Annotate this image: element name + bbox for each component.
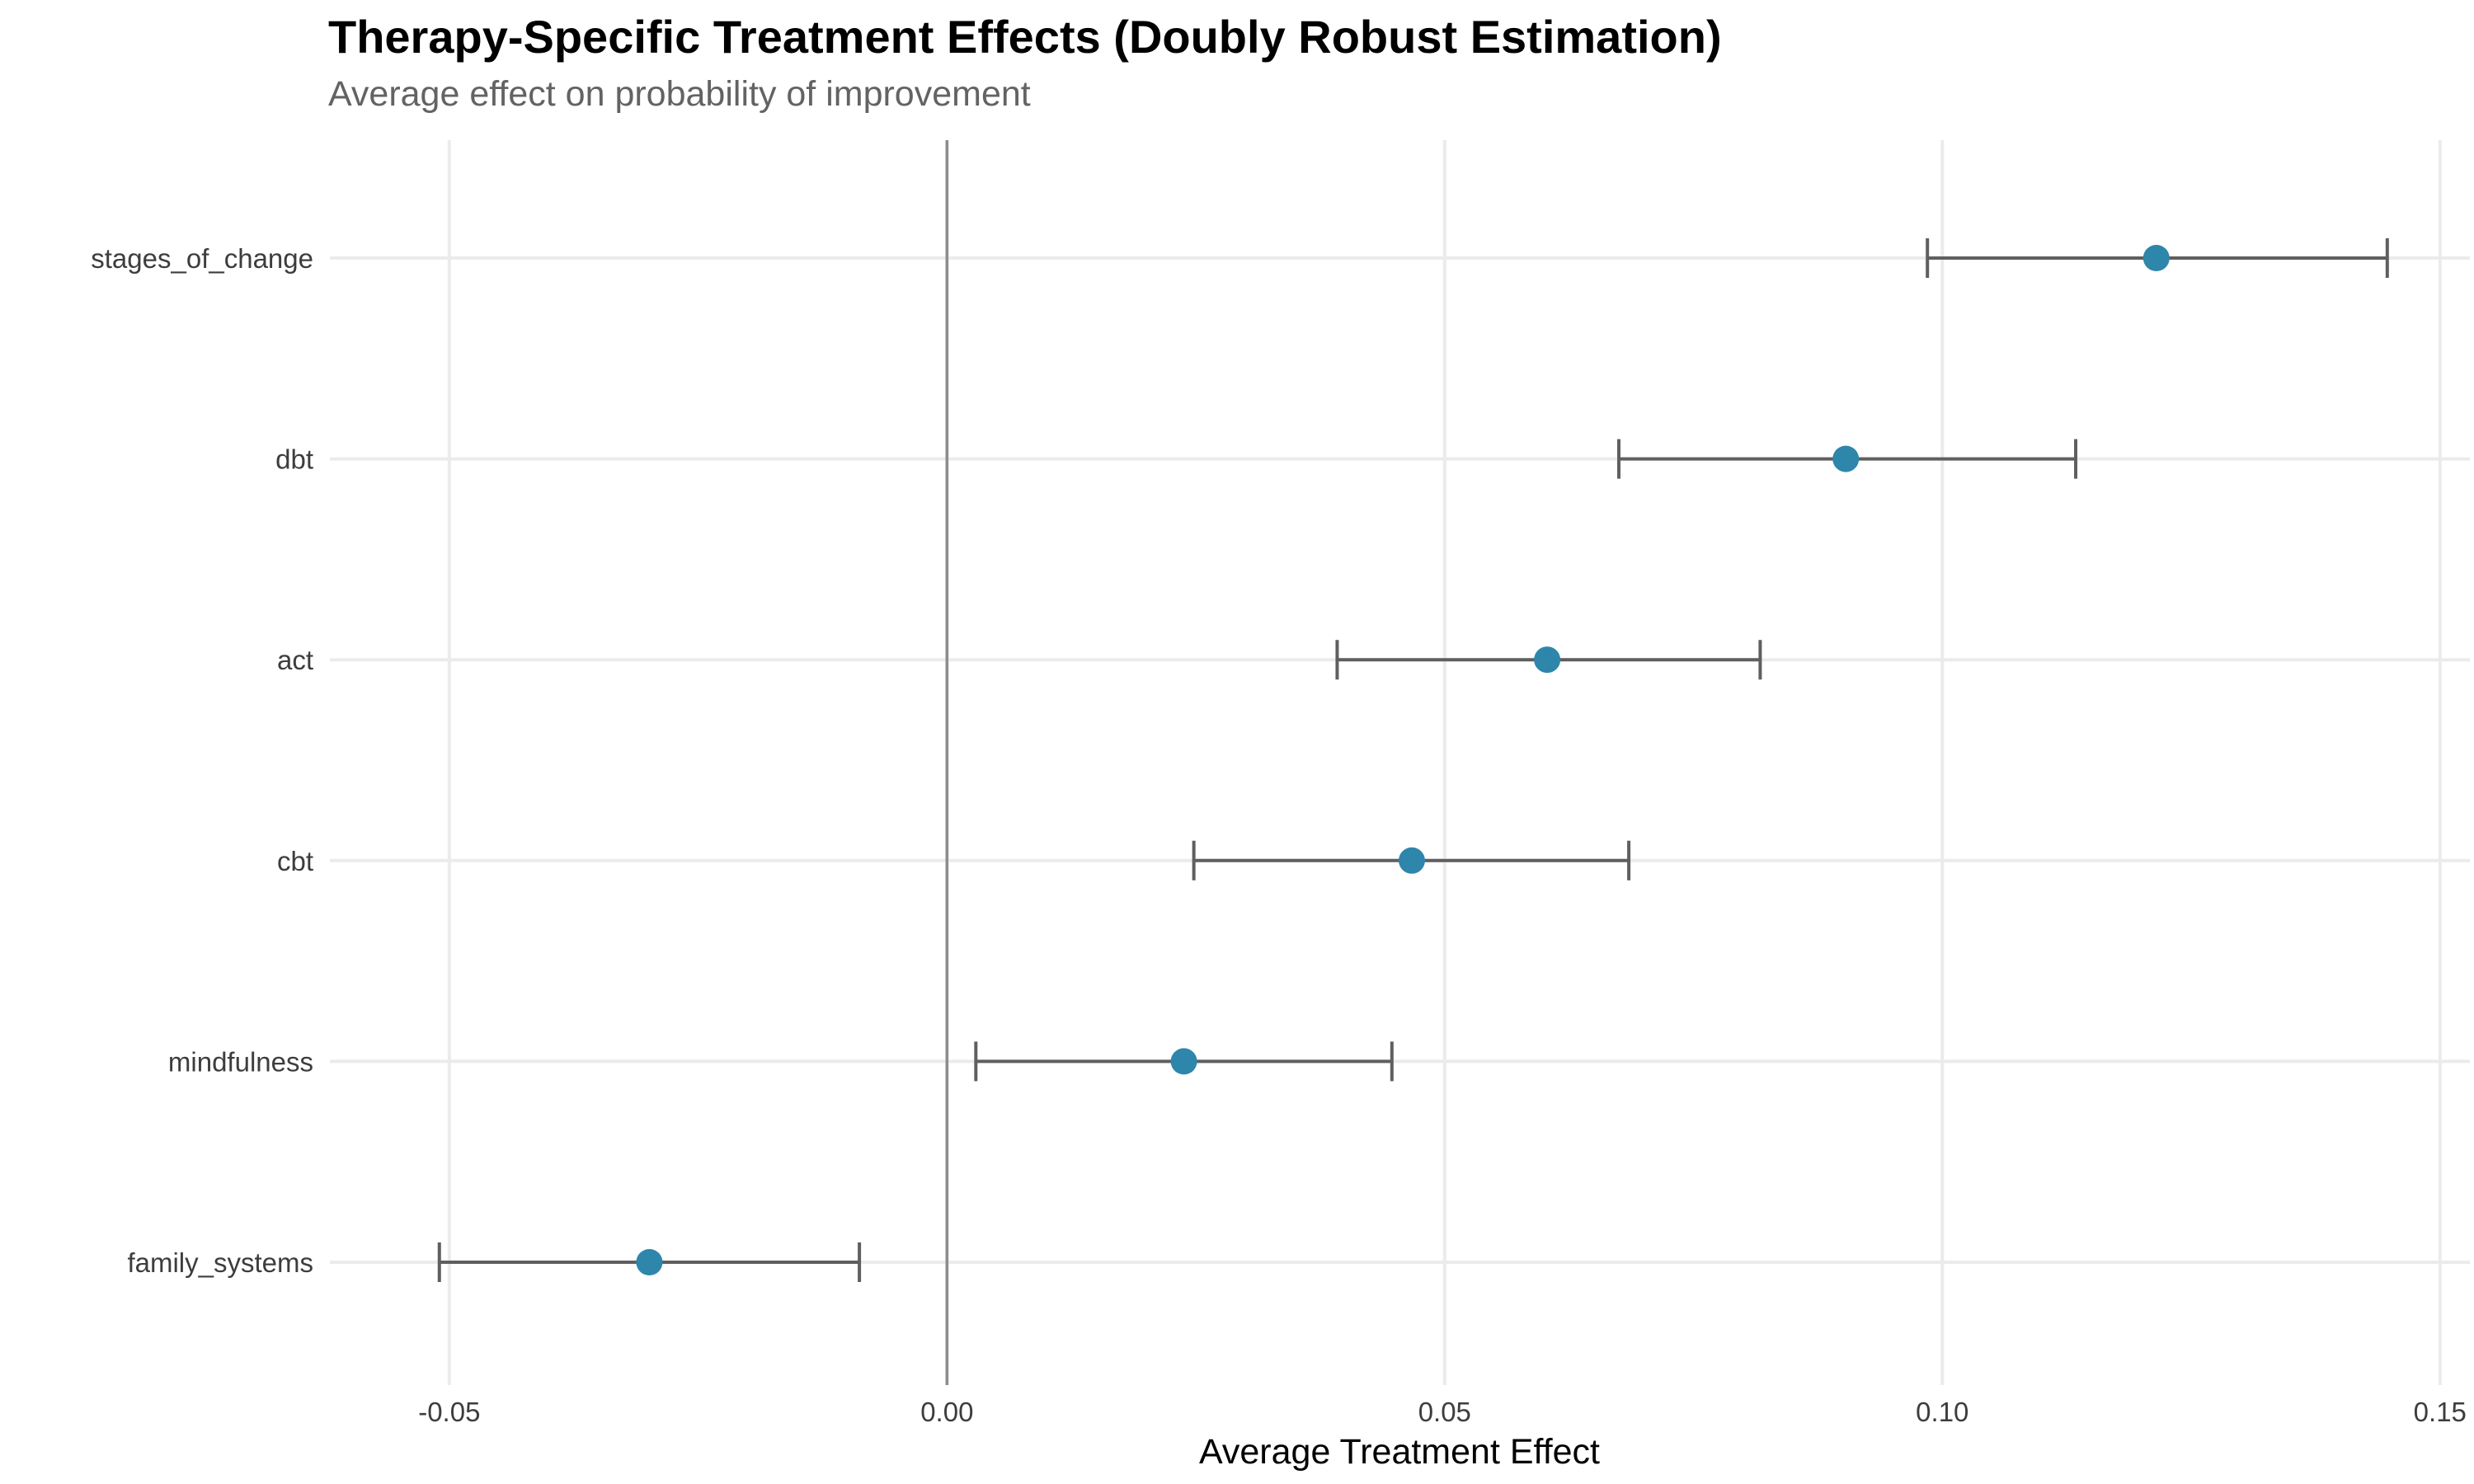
x-tick-label: 0.05 — [1418, 1397, 1471, 1427]
error-bars — [437, 238, 2389, 1282]
x-tick-label: -0.05 — [418, 1397, 480, 1427]
x-tick-label: 0.00 — [920, 1397, 973, 1427]
estimate-points — [636, 245, 2170, 1275]
estimate-point — [1534, 646, 1561, 674]
estimate-point — [2142, 245, 2170, 271]
x-tick-labels: -0.05 0.00 0.05 0.10 0.15 — [418, 1397, 2467, 1427]
x-tick-label: 0.15 — [2414, 1397, 2467, 1427]
x-tick-label: 0.10 — [1916, 1397, 1968, 1427]
y-tick-label: family_systems — [127, 1247, 313, 1278]
y-tick-label: cbt — [277, 846, 313, 876]
y-tick-label: dbt — [275, 444, 313, 475]
chart-title: Therapy-Specific Treatment Effects (Doub… — [328, 11, 1722, 63]
y-tick-label: mindfulness — [168, 1046, 313, 1077]
estimate-point — [636, 1249, 663, 1275]
y-tick-label: act — [277, 645, 313, 675]
grid-lines — [330, 140, 2470, 1385]
estimate-point — [1832, 445, 1860, 472]
estimate-point — [1170, 1048, 1197, 1075]
estimate-point — [1398, 847, 1425, 874]
chart-subtitle: Average effect on probability of improve… — [328, 74, 1031, 114]
x-axis-title: Average Treatment Effect — [1199, 1432, 1600, 1472]
y-tick-label: stages_of_change — [91, 243, 313, 274]
